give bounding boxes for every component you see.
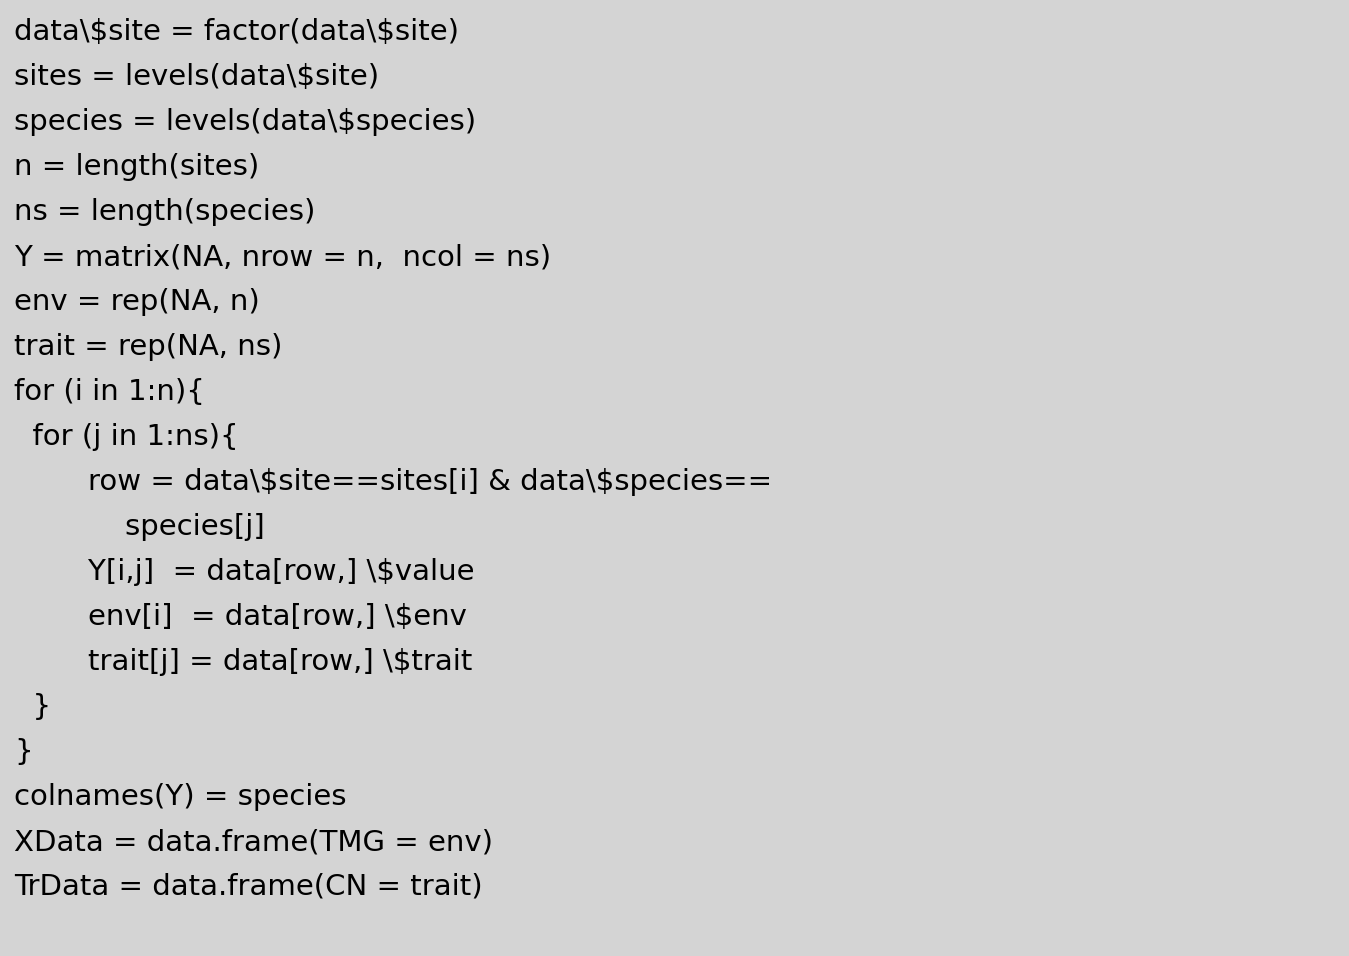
- Text: ns = length(species): ns = length(species): [13, 198, 316, 226]
- Text: species[j]: species[j]: [13, 513, 264, 541]
- Text: }: }: [13, 738, 32, 766]
- Text: colnames(Y) = species: colnames(Y) = species: [13, 783, 347, 811]
- Text: row = data\$site==sites[i] & data\$species==: row = data\$site==sites[i] & data\$speci…: [13, 468, 772, 496]
- Text: data\$site = factor(data\$site): data\$site = factor(data\$site): [13, 18, 459, 46]
- Text: n = length(sites): n = length(sites): [13, 153, 259, 181]
- Text: XData = data.frame(TMG = env): XData = data.frame(TMG = env): [13, 828, 492, 856]
- Text: env[i]  = data[row,] \$env: env[i] = data[row,] \$env: [13, 603, 467, 631]
- Text: Y[i,j]  = data[row,] \$value: Y[i,j] = data[row,] \$value: [13, 558, 475, 586]
- Text: sites = levels(data\$site): sites = levels(data\$site): [13, 63, 379, 91]
- Text: species = levels(data\$species): species = levels(data\$species): [13, 108, 476, 136]
- Text: TrData = data.frame(CN = trait): TrData = data.frame(CN = trait): [13, 873, 483, 901]
- Text: Y = matrix(NA, nrow = n,  ncol = ns): Y = matrix(NA, nrow = n, ncol = ns): [13, 243, 552, 271]
- Text: trait[j] = data[row,] \$trait: trait[j] = data[row,] \$trait: [13, 648, 472, 676]
- Text: env = rep(NA, n): env = rep(NA, n): [13, 288, 260, 316]
- Text: for (j in 1:ns){: for (j in 1:ns){: [13, 423, 239, 451]
- Text: for (i in 1:n){: for (i in 1:n){: [13, 378, 205, 406]
- Text: trait = rep(NA, ns): trait = rep(NA, ns): [13, 333, 282, 361]
- Text: }: }: [13, 693, 51, 721]
